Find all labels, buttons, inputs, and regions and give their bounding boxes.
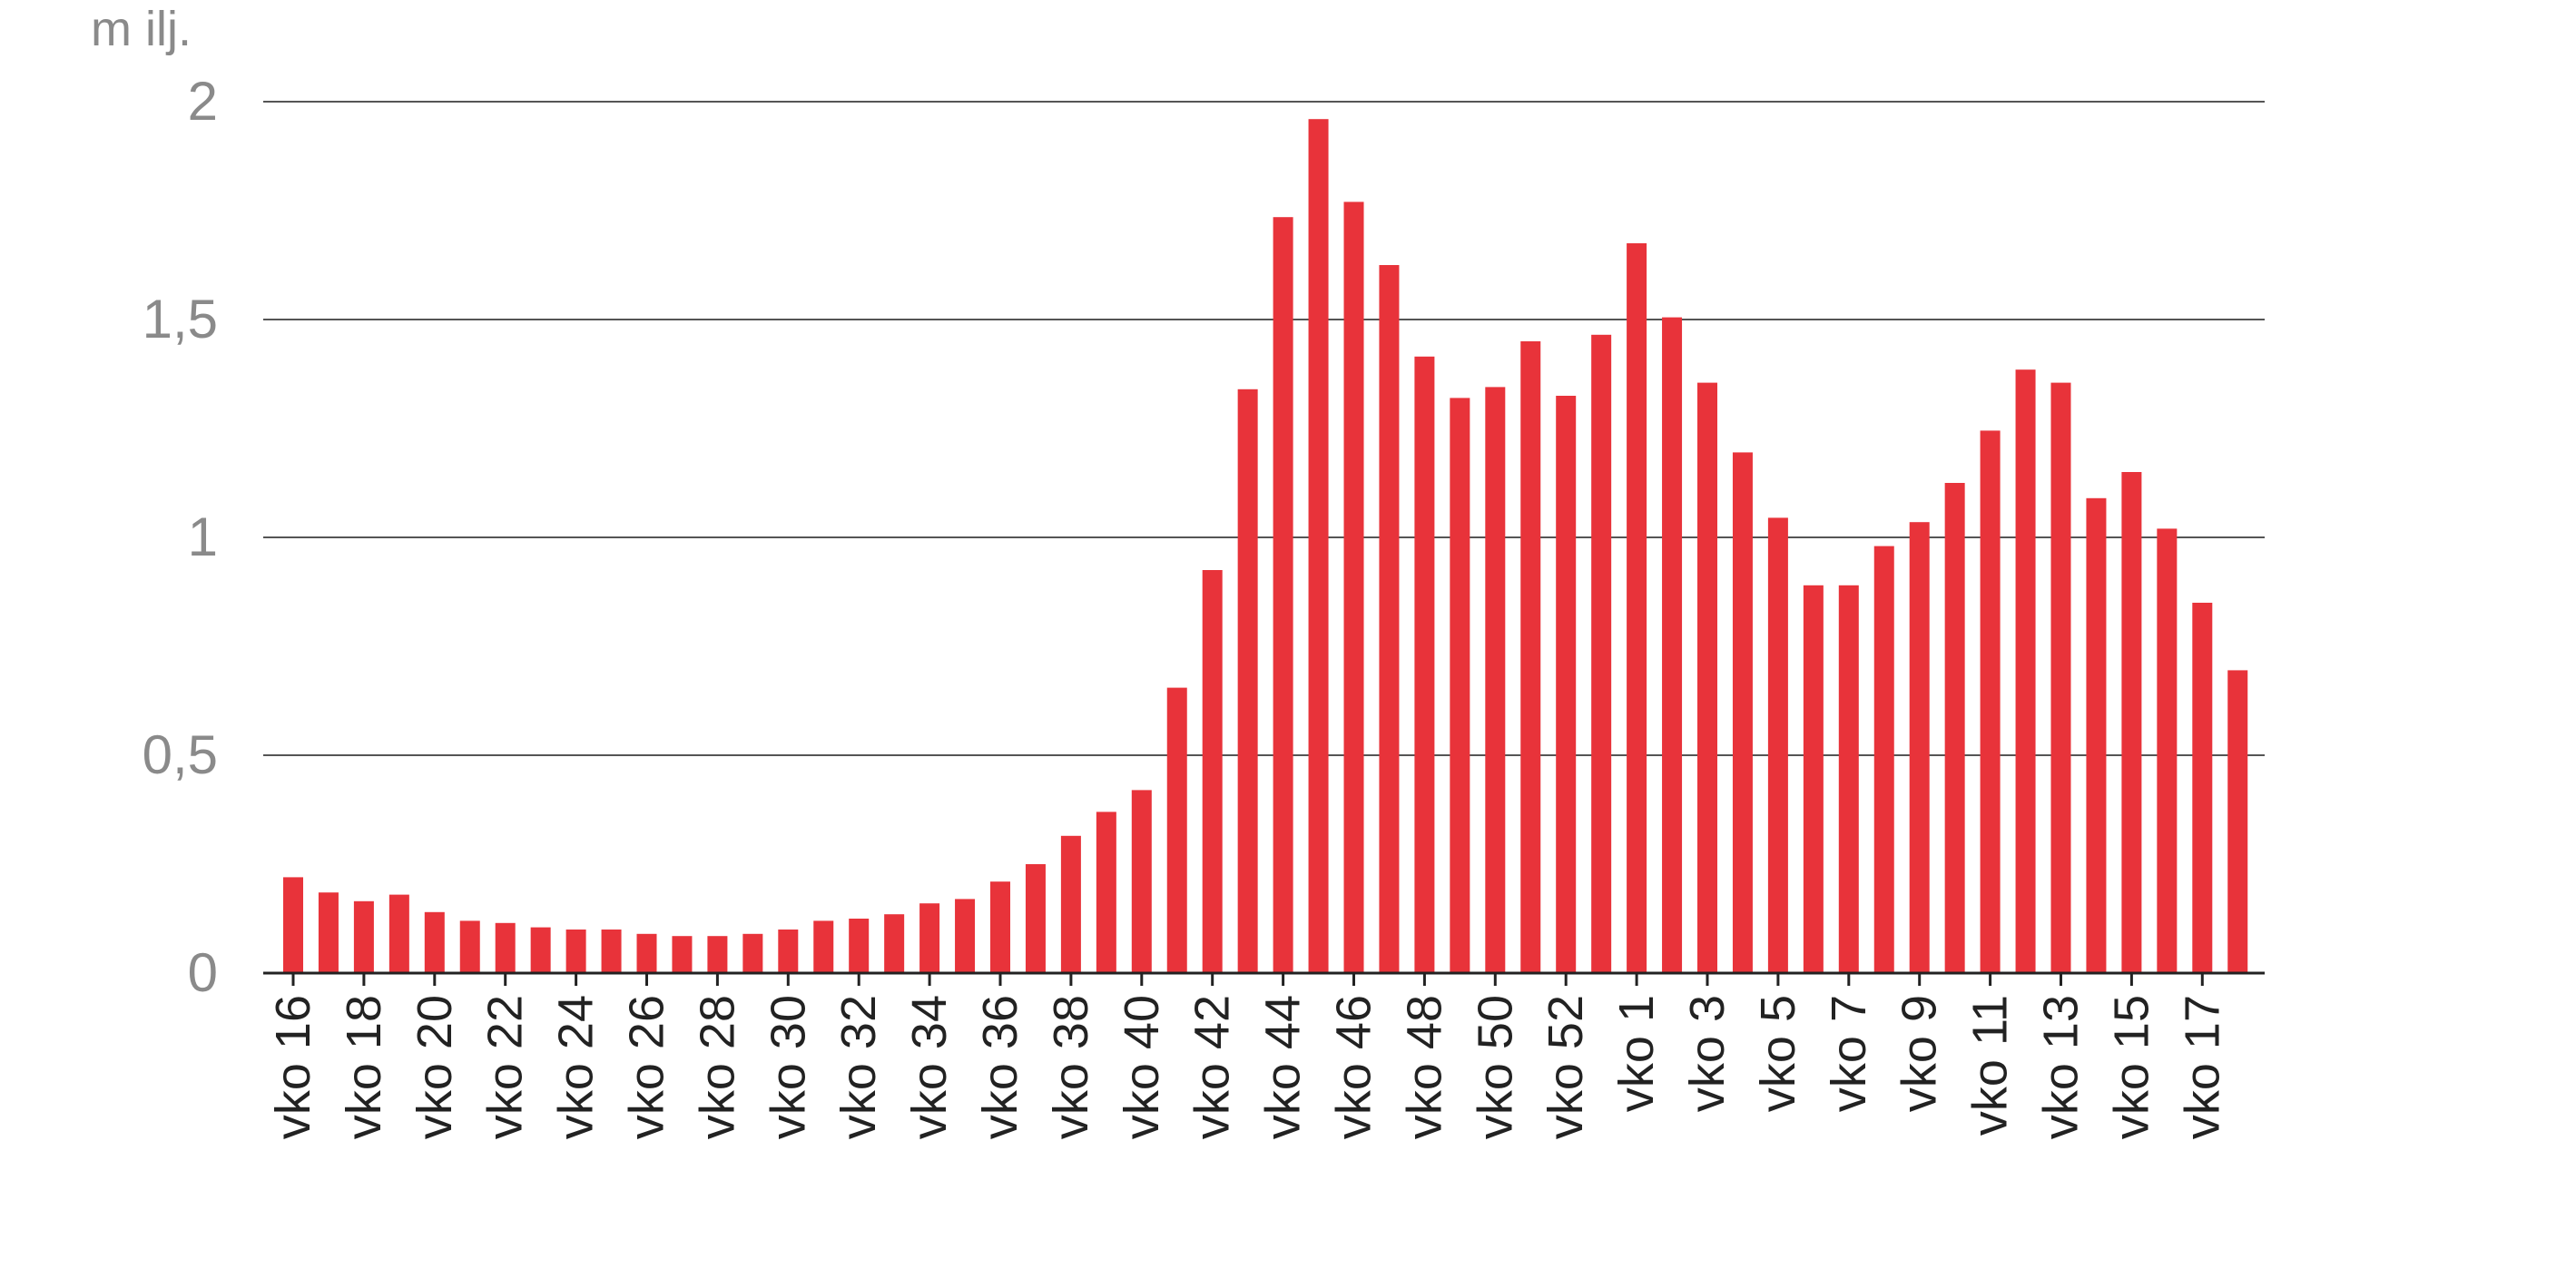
bar	[353, 900, 374, 973]
y-tick-label: 0,5	[143, 724, 218, 785]
bar	[283, 877, 303, 973]
bar	[2086, 497, 2107, 973]
x-tick-label: vko 5	[1751, 995, 1805, 1112]
bar	[2192, 603, 2213, 973]
bar	[1025, 864, 1046, 973]
x-tick-label: vko 11	[1963, 995, 2018, 1136]
y-unit-label: m ilj.	[91, 2, 192, 56]
bar	[919, 903, 940, 973]
bar	[530, 927, 551, 973]
bar	[1379, 265, 1400, 973]
bar	[2050, 382, 2071, 974]
bar	[1308, 119, 1329, 973]
bar	[849, 919, 870, 973]
bar	[1767, 517, 1788, 973]
gridlines	[263, 101, 2265, 756]
x-tick-label: vko 22	[478, 995, 533, 1139]
x-tick-label: vko 3	[1680, 995, 1735, 1112]
bar	[1485, 387, 1506, 973]
bar	[1556, 396, 1577, 973]
bars	[283, 119, 2248, 974]
x-tick-label: vko 44	[1256, 995, 1311, 1139]
x-tick-label: vko 34	[902, 995, 957, 1139]
y-tick-label: 2	[188, 71, 218, 132]
y-tick-label: 0	[188, 942, 218, 1003]
bar	[459, 920, 480, 973]
x-tick-label: vko 42	[1185, 995, 1240, 1139]
bar	[601, 930, 622, 973]
bar	[778, 930, 799, 973]
bar	[565, 930, 586, 973]
y-tick-label: 1,5	[143, 289, 218, 349]
x-tick-label: vko 20	[408, 995, 462, 1139]
bar	[1096, 812, 1116, 973]
bar	[884, 914, 905, 973]
bar	[1131, 790, 1152, 973]
bar	[742, 933, 763, 973]
bar	[1591, 334, 1612, 973]
bar	[1237, 389, 1258, 973]
bar	[1450, 398, 1470, 973]
bar	[495, 922, 516, 973]
bar	[955, 899, 976, 973]
bar	[636, 933, 657, 973]
x-tick-label: vko 46	[1327, 995, 1381, 1139]
bar	[1803, 585, 1824, 973]
x-tick-label: vko 40	[1115, 995, 1169, 1139]
x-tick-label: vko 52	[1539, 995, 1593, 1139]
x-tick-label: vko 7	[1822, 995, 1876, 1112]
x-tick-label: vko 9	[1893, 995, 1947, 1112]
x-tick-label: vko 38	[1044, 995, 1098, 1139]
bar	[388, 894, 409, 973]
x-tick-label: vko 17	[2175, 995, 2229, 1139]
x-tick-label: vko 50	[1468, 995, 1522, 1139]
y-axis-ticks: 0 0,5 1 1,5 2	[143, 71, 218, 1003]
y-tick-label: 1	[188, 507, 218, 567]
bar	[1732, 452, 1753, 973]
bar	[1980, 430, 2001, 973]
bar	[1273, 217, 1293, 973]
bar	[1662, 317, 1683, 974]
bar	[2157, 528, 2178, 973]
x-tick-label: vko 24	[549, 995, 604, 1139]
x-tick-label: vko 18	[337, 995, 391, 1139]
bar	[1060, 835, 1081, 973]
x-tick-label: vko 28	[690, 995, 744, 1139]
bar	[1944, 483, 1965, 973]
x-tick-label: vko 30	[761, 995, 815, 1139]
bar	[672, 936, 693, 973]
x-tick-label: vko 32	[831, 995, 886, 1139]
bar	[2121, 472, 2142, 973]
bar	[1873, 546, 1894, 973]
x-tick-label: vko 26	[620, 995, 674, 1139]
bar	[1627, 243, 1647, 973]
bar	[1909, 522, 1930, 973]
x-tick-label: vko 36	[973, 995, 1027, 1139]
bar	[2015, 369, 2036, 973]
bar	[1343, 202, 1364, 973]
bar	[318, 892, 339, 973]
bar	[707, 936, 728, 973]
x-tick-label: vko 15	[2104, 995, 2158, 1139]
x-tick-label: vko 16	[266, 995, 320, 1139]
bar	[424, 911, 445, 973]
x-tick-label: vko 1	[1609, 995, 1664, 1112]
bar	[2227, 670, 2248, 973]
x-axis-ticks: vko 16 vko 18 vko 20 vko 22 vko 24 vko 26 vko …	[266, 973, 2229, 1139]
bar	[813, 920, 834, 973]
bar	[1520, 341, 1541, 973]
bar	[1166, 687, 1187, 973]
x-tick-label: vko 48	[1397, 995, 1451, 1139]
bar	[1697, 382, 1717, 974]
bar	[1202, 570, 1223, 973]
bar	[990, 881, 1010, 973]
x-tick-label: vko 13	[2034, 995, 2089, 1139]
bar	[1414, 356, 1435, 973]
bar	[1838, 585, 1859, 973]
